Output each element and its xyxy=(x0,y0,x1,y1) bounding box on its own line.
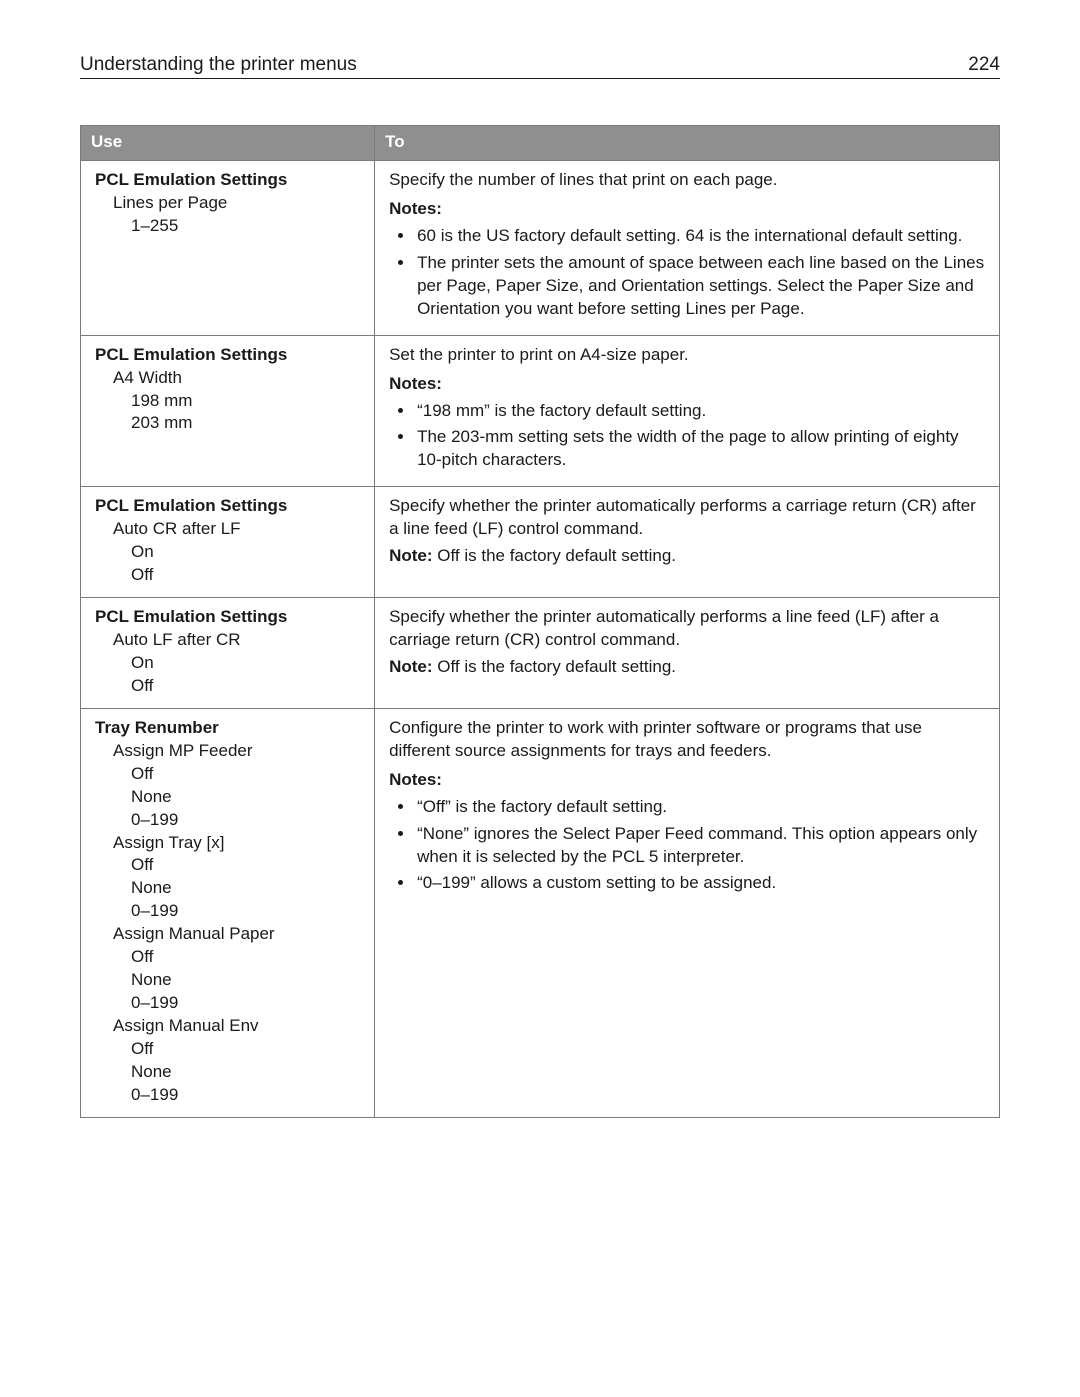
use-item: Assign Manual Paper xyxy=(95,923,360,946)
notes-label: Notes: xyxy=(389,198,985,221)
use-item: Off xyxy=(95,854,360,877)
table-row: PCL Emulation SettingsA4 Width198 mm203 … xyxy=(81,335,1000,487)
to-description: Set the printer to print on A4‑size pape… xyxy=(389,344,985,367)
to-description: Specify whether the printer automaticall… xyxy=(389,606,985,652)
to-cell: Set the printer to print on A4‑size pape… xyxy=(375,335,1000,487)
use-title: PCL Emulation Settings xyxy=(95,344,360,367)
column-header-to: To xyxy=(375,126,1000,161)
notes-label: Notes: xyxy=(389,373,985,396)
use-cell: PCL Emulation SettingsLines per Page1–25… xyxy=(81,161,375,336)
use-cell: PCL Emulation SettingsA4 Width198 mm203 … xyxy=(81,335,375,487)
use-item: A4 Width xyxy=(95,367,360,390)
to-cell: Specify the number of lines that print o… xyxy=(375,161,1000,336)
column-header-use: Use xyxy=(81,126,375,161)
use-item: Off xyxy=(95,564,360,587)
to-description: Specify whether the printer automaticall… xyxy=(389,495,985,541)
use-cell: Tray RenumberAssign MP FeederOffNone0–19… xyxy=(81,708,375,1117)
use-item: Auto CR after LF xyxy=(95,518,360,541)
page-header: Understanding the printer menus 224 xyxy=(80,54,1000,79)
to-cell: Specify whether the printer automaticall… xyxy=(375,487,1000,598)
note-item: The 203‑mm setting sets the width of the… xyxy=(415,426,985,472)
settings-table: Use To PCL Emulation SettingsLines per P… xyxy=(80,125,1000,1118)
use-item: 0–199 xyxy=(95,1084,360,1107)
notes-list: 60 is the US factory default setting. 64… xyxy=(389,225,985,321)
use-title: PCL Emulation Settings xyxy=(95,606,360,629)
use-item: On xyxy=(95,541,360,564)
note-item: The printer sets the amount of space bet… xyxy=(415,252,985,321)
table-row: PCL Emulation SettingsAuto LF after CROn… xyxy=(81,598,1000,709)
use-title: PCL Emulation Settings xyxy=(95,495,360,518)
note-line: Note: Off is the factory default setting… xyxy=(389,545,985,568)
notes-label: Notes: xyxy=(389,769,985,792)
table-row: Tray RenumberAssign MP FeederOffNone0–19… xyxy=(81,708,1000,1117)
to-description: Specify the number of lines that print o… xyxy=(389,169,985,192)
use-item: Assign MP Feeder xyxy=(95,740,360,763)
header-title: Understanding the printer menus xyxy=(80,54,357,76)
use-item: Off xyxy=(95,763,360,786)
use-item: 0–199 xyxy=(95,809,360,832)
use-item: 0–199 xyxy=(95,900,360,923)
use-item: Assign Tray [x] xyxy=(95,832,360,855)
use-item: None xyxy=(95,877,360,900)
use-cell: PCL Emulation SettingsAuto LF after CROn… xyxy=(81,598,375,709)
use-cell: PCL Emulation SettingsAuto CR after LFOn… xyxy=(81,487,375,598)
use-item: On xyxy=(95,652,360,675)
use-item: 198 mm xyxy=(95,390,360,413)
use-item: None xyxy=(95,786,360,809)
to-description: Configure the printer to work with print… xyxy=(389,717,985,763)
page: Understanding the printer menus 224 Use … xyxy=(0,0,1080,1178)
notes-list: “198 mm” is the factory default setting.… xyxy=(389,400,985,473)
use-item: None xyxy=(95,969,360,992)
note-text: Off is the factory default setting. xyxy=(433,657,676,676)
note-item: “198 mm” is the factory default setting. xyxy=(415,400,985,423)
use-item: Assign Manual Env xyxy=(95,1015,360,1038)
note-item: 60 is the US factory default setting. 64… xyxy=(415,225,985,248)
header-page-number: 224 xyxy=(968,54,1000,76)
to-cell: Specify whether the printer automaticall… xyxy=(375,598,1000,709)
use-title: PCL Emulation Settings xyxy=(95,169,360,192)
use-item: Lines per Page xyxy=(95,192,360,215)
notes-list: “Off” is the factory default setting. “No… xyxy=(389,796,985,896)
table-row: PCL Emulation SettingsAuto CR after LFOn… xyxy=(81,487,1000,598)
use-title: Tray Renumber xyxy=(95,717,360,740)
note-item: “None” ignores the Select Paper Feed com… xyxy=(415,823,985,869)
use-item: Off xyxy=(95,675,360,698)
use-item: Off xyxy=(95,946,360,969)
use-item: 0–199 xyxy=(95,992,360,1015)
note-item: “0–199” allows a custom setting to be as… xyxy=(415,872,985,895)
note-text: Off is the factory default setting. xyxy=(433,546,676,565)
note-line: Note: Off is the factory default setting… xyxy=(389,656,985,679)
table-row: PCL Emulation SettingsLines per Page1–25… xyxy=(81,161,1000,336)
use-item: Auto LF after CR xyxy=(95,629,360,652)
note-label: Note: xyxy=(389,546,432,565)
note-label: Note: xyxy=(389,657,432,676)
use-item: 1–255 xyxy=(95,215,360,238)
use-item: None xyxy=(95,1061,360,1084)
use-item: Off xyxy=(95,1038,360,1061)
to-cell: Configure the printer to work with print… xyxy=(375,708,1000,1117)
note-item: “Off” is the factory default setting. xyxy=(415,796,985,819)
use-item: 203 mm xyxy=(95,412,360,435)
